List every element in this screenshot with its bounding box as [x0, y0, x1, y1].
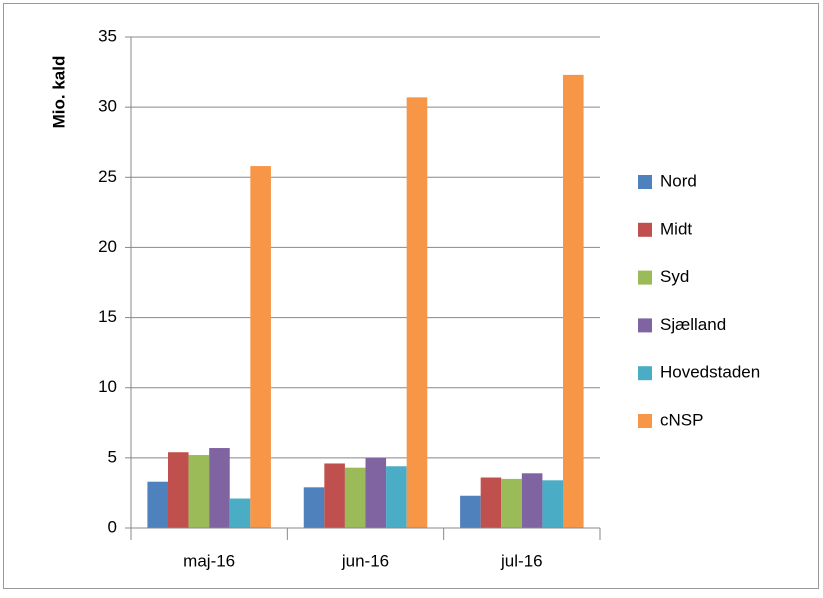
legend-swatch: [638, 222, 652, 237]
bar: [501, 478, 522, 528]
x-tick-label: jun-16: [341, 551, 389, 570]
y-tick-label: 5: [108, 447, 117, 466]
legend-swatch: [638, 175, 652, 189]
legend-swatch: [638, 414, 652, 428]
legend-label: Hovedstaden: [660, 363, 760, 382]
y-tick-label: 0: [108, 517, 117, 536]
x-tick-label: maj-16: [183, 551, 235, 570]
legend-swatch: [638, 318, 652, 333]
legend-swatch: [638, 366, 652, 381]
bar: [188, 455, 210, 528]
legend-label: cNSP: [660, 410, 703, 429]
bar: [521, 473, 543, 528]
bar: [386, 466, 407, 528]
bar: [365, 457, 387, 528]
bar: [344, 467, 366, 528]
y-tick-label: 15: [98, 307, 117, 326]
bar: [303, 487, 325, 528]
legend-label: Midt: [660, 219, 692, 238]
bar: [250, 166, 271, 528]
legend-label: Syd: [660, 267, 689, 286]
y-tick-label: 10: [98, 377, 117, 396]
bar: [460, 495, 481, 528]
legend-swatch: [638, 270, 652, 285]
bar: [480, 477, 502, 528]
bar: [542, 480, 564, 528]
y-tick-label: 30: [98, 97, 117, 116]
bar: [406, 97, 428, 528]
bar: [324, 463, 345, 528]
y-tick-label: 25: [98, 167, 117, 186]
bar: [229, 498, 251, 528]
bar: [167, 452, 189, 528]
y-tick-label: 20: [98, 237, 117, 256]
legend-label: Nord: [660, 171, 697, 190]
y-axis-label: Mio. kald: [49, 56, 68, 129]
y-tick-label: 35: [98, 26, 117, 45]
bar: [563, 74, 584, 529]
bar: [209, 448, 230, 528]
bar: [147, 481, 168, 528]
x-tick-label: jul-16: [500, 551, 543, 570]
legend-label: Sjælland: [660, 315, 726, 334]
